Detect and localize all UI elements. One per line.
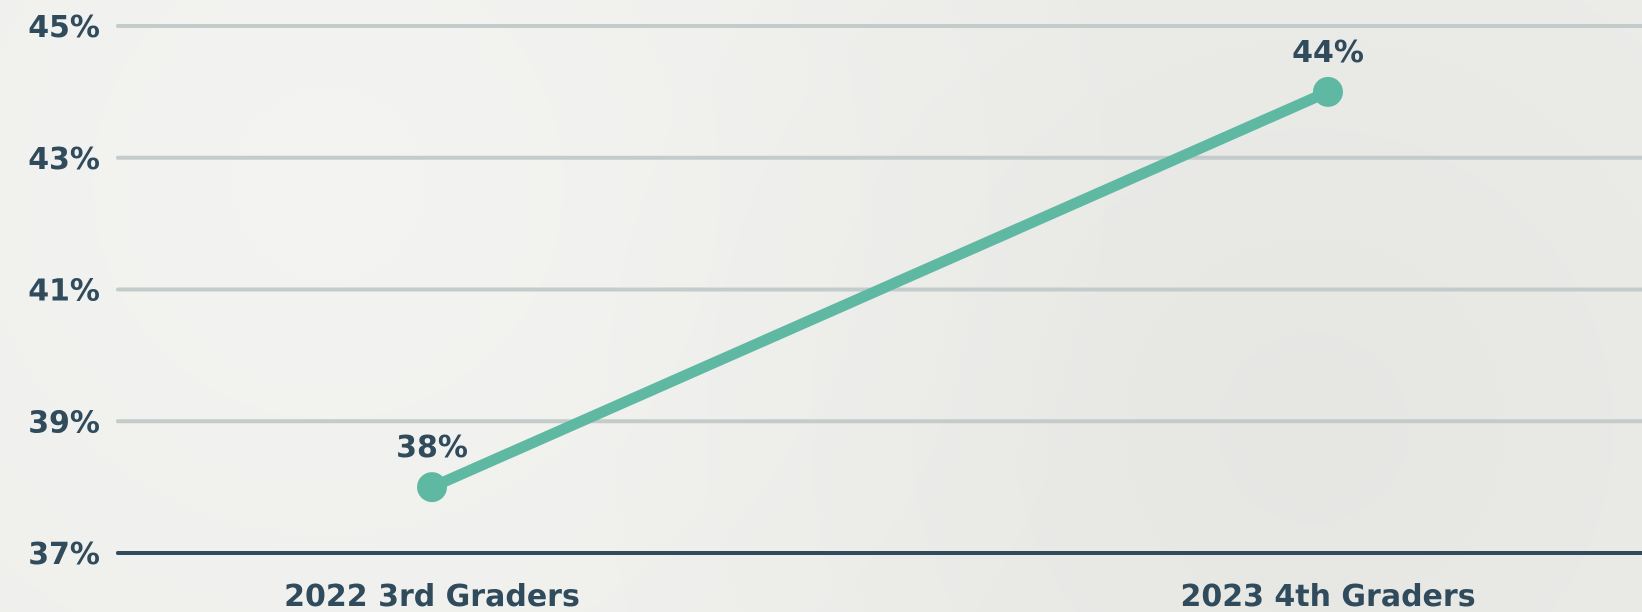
y-tick-label: 43% [28,142,100,177]
data-label: 44% [1292,35,1364,70]
data-point [417,472,447,503]
y-tick-label: 41% [28,274,100,309]
series-line [426,86,1334,493]
y-tick-label: 45% [28,10,100,45]
data-point [1313,76,1343,107]
y-tick-label: 39% [28,405,100,440]
y-tick-label: 37% [28,537,100,572]
data-label: 38% [396,430,468,465]
x-tick-label: 2022 3rd Graders [284,579,580,612]
x-tick-label: 2023 4th Graders [1180,579,1475,612]
